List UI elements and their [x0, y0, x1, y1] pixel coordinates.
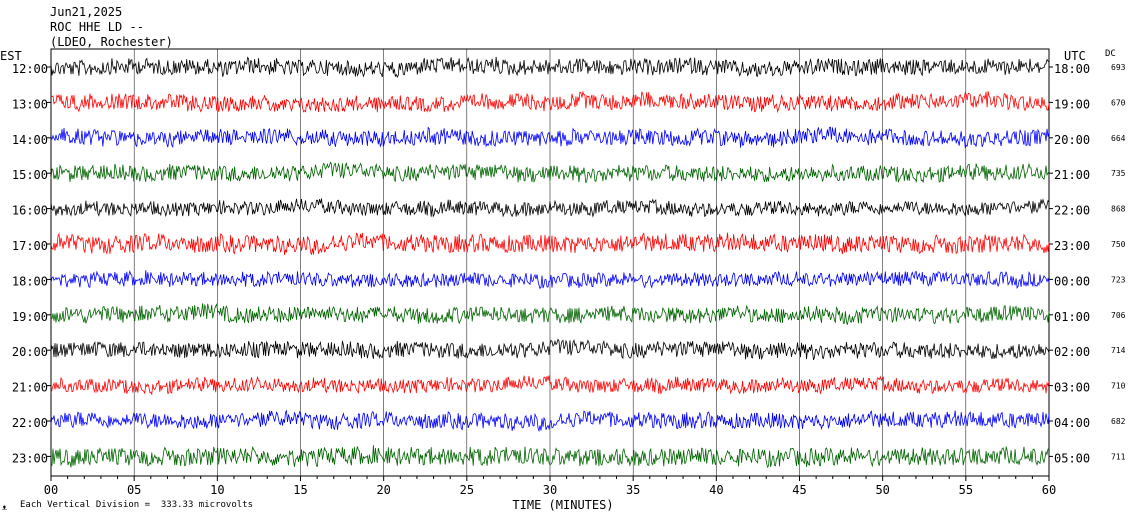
dc-label: DC: [1105, 49, 1116, 59]
corner-mark: ᴥ: [2, 503, 7, 513]
est-hour-label: 19:00: [12, 310, 48, 324]
scale-footnote: Each Vertical Division = 333.33 microvol…: [20, 500, 253, 510]
utc-hour-label: 02:00: [1054, 345, 1090, 359]
utc-hour-label: 01:00: [1054, 310, 1090, 324]
seismic-trace: [50, 126, 1050, 149]
est-label: EST: [0, 49, 22, 63]
x-tick-label: 35: [626, 483, 640, 497]
dc-value-label: 868: [1111, 205, 1126, 214]
est-hour-label: 18:00: [12, 274, 48, 288]
network-label: (LDEO, Rochester): [50, 35, 173, 49]
dc-value-label: 735: [1111, 169, 1126, 178]
dc-value-label: 706: [1111, 311, 1126, 320]
utc-hour-label: 23:00: [1054, 239, 1090, 253]
dc-value-label: 682: [1111, 417, 1126, 426]
seismic-trace: [50, 269, 1050, 290]
x-tick-label: 50: [875, 483, 889, 497]
est-hour-label: 20:00: [12, 345, 48, 359]
seismic-trace: [50, 161, 1050, 184]
utc-hour-label: 05:00: [1054, 451, 1090, 465]
x-tick-label: 05: [127, 483, 141, 497]
x-tick-label: 25: [460, 483, 474, 497]
x-tick-label: 00: [44, 483, 58, 497]
utc-hour-label: 19:00: [1054, 97, 1090, 111]
est-hour-label: 23:00: [12, 451, 48, 465]
dc-value-label: 714: [1111, 346, 1126, 355]
dc-value-label: 711: [1111, 452, 1126, 461]
x-tick-label: 15: [293, 483, 307, 497]
est-hour-label: 17:00: [12, 239, 48, 253]
utc-hour-label: 04:00: [1054, 416, 1090, 430]
est-hour-label: 21:00: [12, 381, 48, 395]
x-tick-label: 55: [959, 483, 973, 497]
est-hour-label: 12:00: [12, 62, 48, 76]
dc-value-label: 664: [1111, 134, 1126, 143]
seismic-trace: [50, 232, 1050, 255]
x-tick-label: 60: [1042, 483, 1056, 497]
utc-hour-label: 18:00: [1054, 62, 1090, 76]
est-hour-label: 22:00: [12, 416, 48, 430]
dc-value-label: 723: [1111, 275, 1126, 284]
utc-hour-label: 03:00: [1054, 381, 1090, 395]
x-tick-label: 45: [792, 483, 806, 497]
seismic-trace: [50, 198, 1050, 218]
est-hour-label: 16:00: [12, 204, 48, 218]
utc-label: UTC: [1064, 49, 1086, 63]
x-tick-label: 20: [376, 483, 390, 497]
seismic-trace: [50, 409, 1050, 433]
est-hour-label: 15:00: [12, 168, 48, 182]
x-tick-label: 10: [210, 483, 224, 497]
seismic-trace: [50, 303, 1050, 325]
dc-value-label: 670: [1111, 98, 1126, 107]
seismic-trace: [50, 445, 1050, 469]
seismic-trace: [50, 338, 1050, 361]
x-axis-title: TIME (MINUTES): [512, 498, 613, 512]
utc-hour-label: 22:00: [1054, 204, 1090, 218]
seismic-trace: [50, 90, 1050, 114]
utc-hour-label: 00:00: [1054, 274, 1090, 288]
dc-value-label: 750: [1111, 240, 1126, 249]
dc-value-label: 693: [1111, 63, 1126, 72]
x-tick-label: 40: [709, 483, 723, 497]
seismic-trace: [50, 56, 1050, 78]
seismic-trace: [50, 375, 1050, 396]
utc-hour-label: 20:00: [1054, 133, 1090, 147]
utc-hour-label: 21:00: [1054, 168, 1090, 182]
est-hour-label: 13:00: [12, 97, 48, 111]
est-hour-label: 14:00: [12, 133, 48, 147]
x-tick-label: 30: [543, 483, 557, 497]
dc-value-label: 710: [1111, 382, 1126, 391]
date-label: Jun21,2025: [50, 5, 123, 19]
station-label: ROC HHE LD --: [50, 20, 144, 34]
